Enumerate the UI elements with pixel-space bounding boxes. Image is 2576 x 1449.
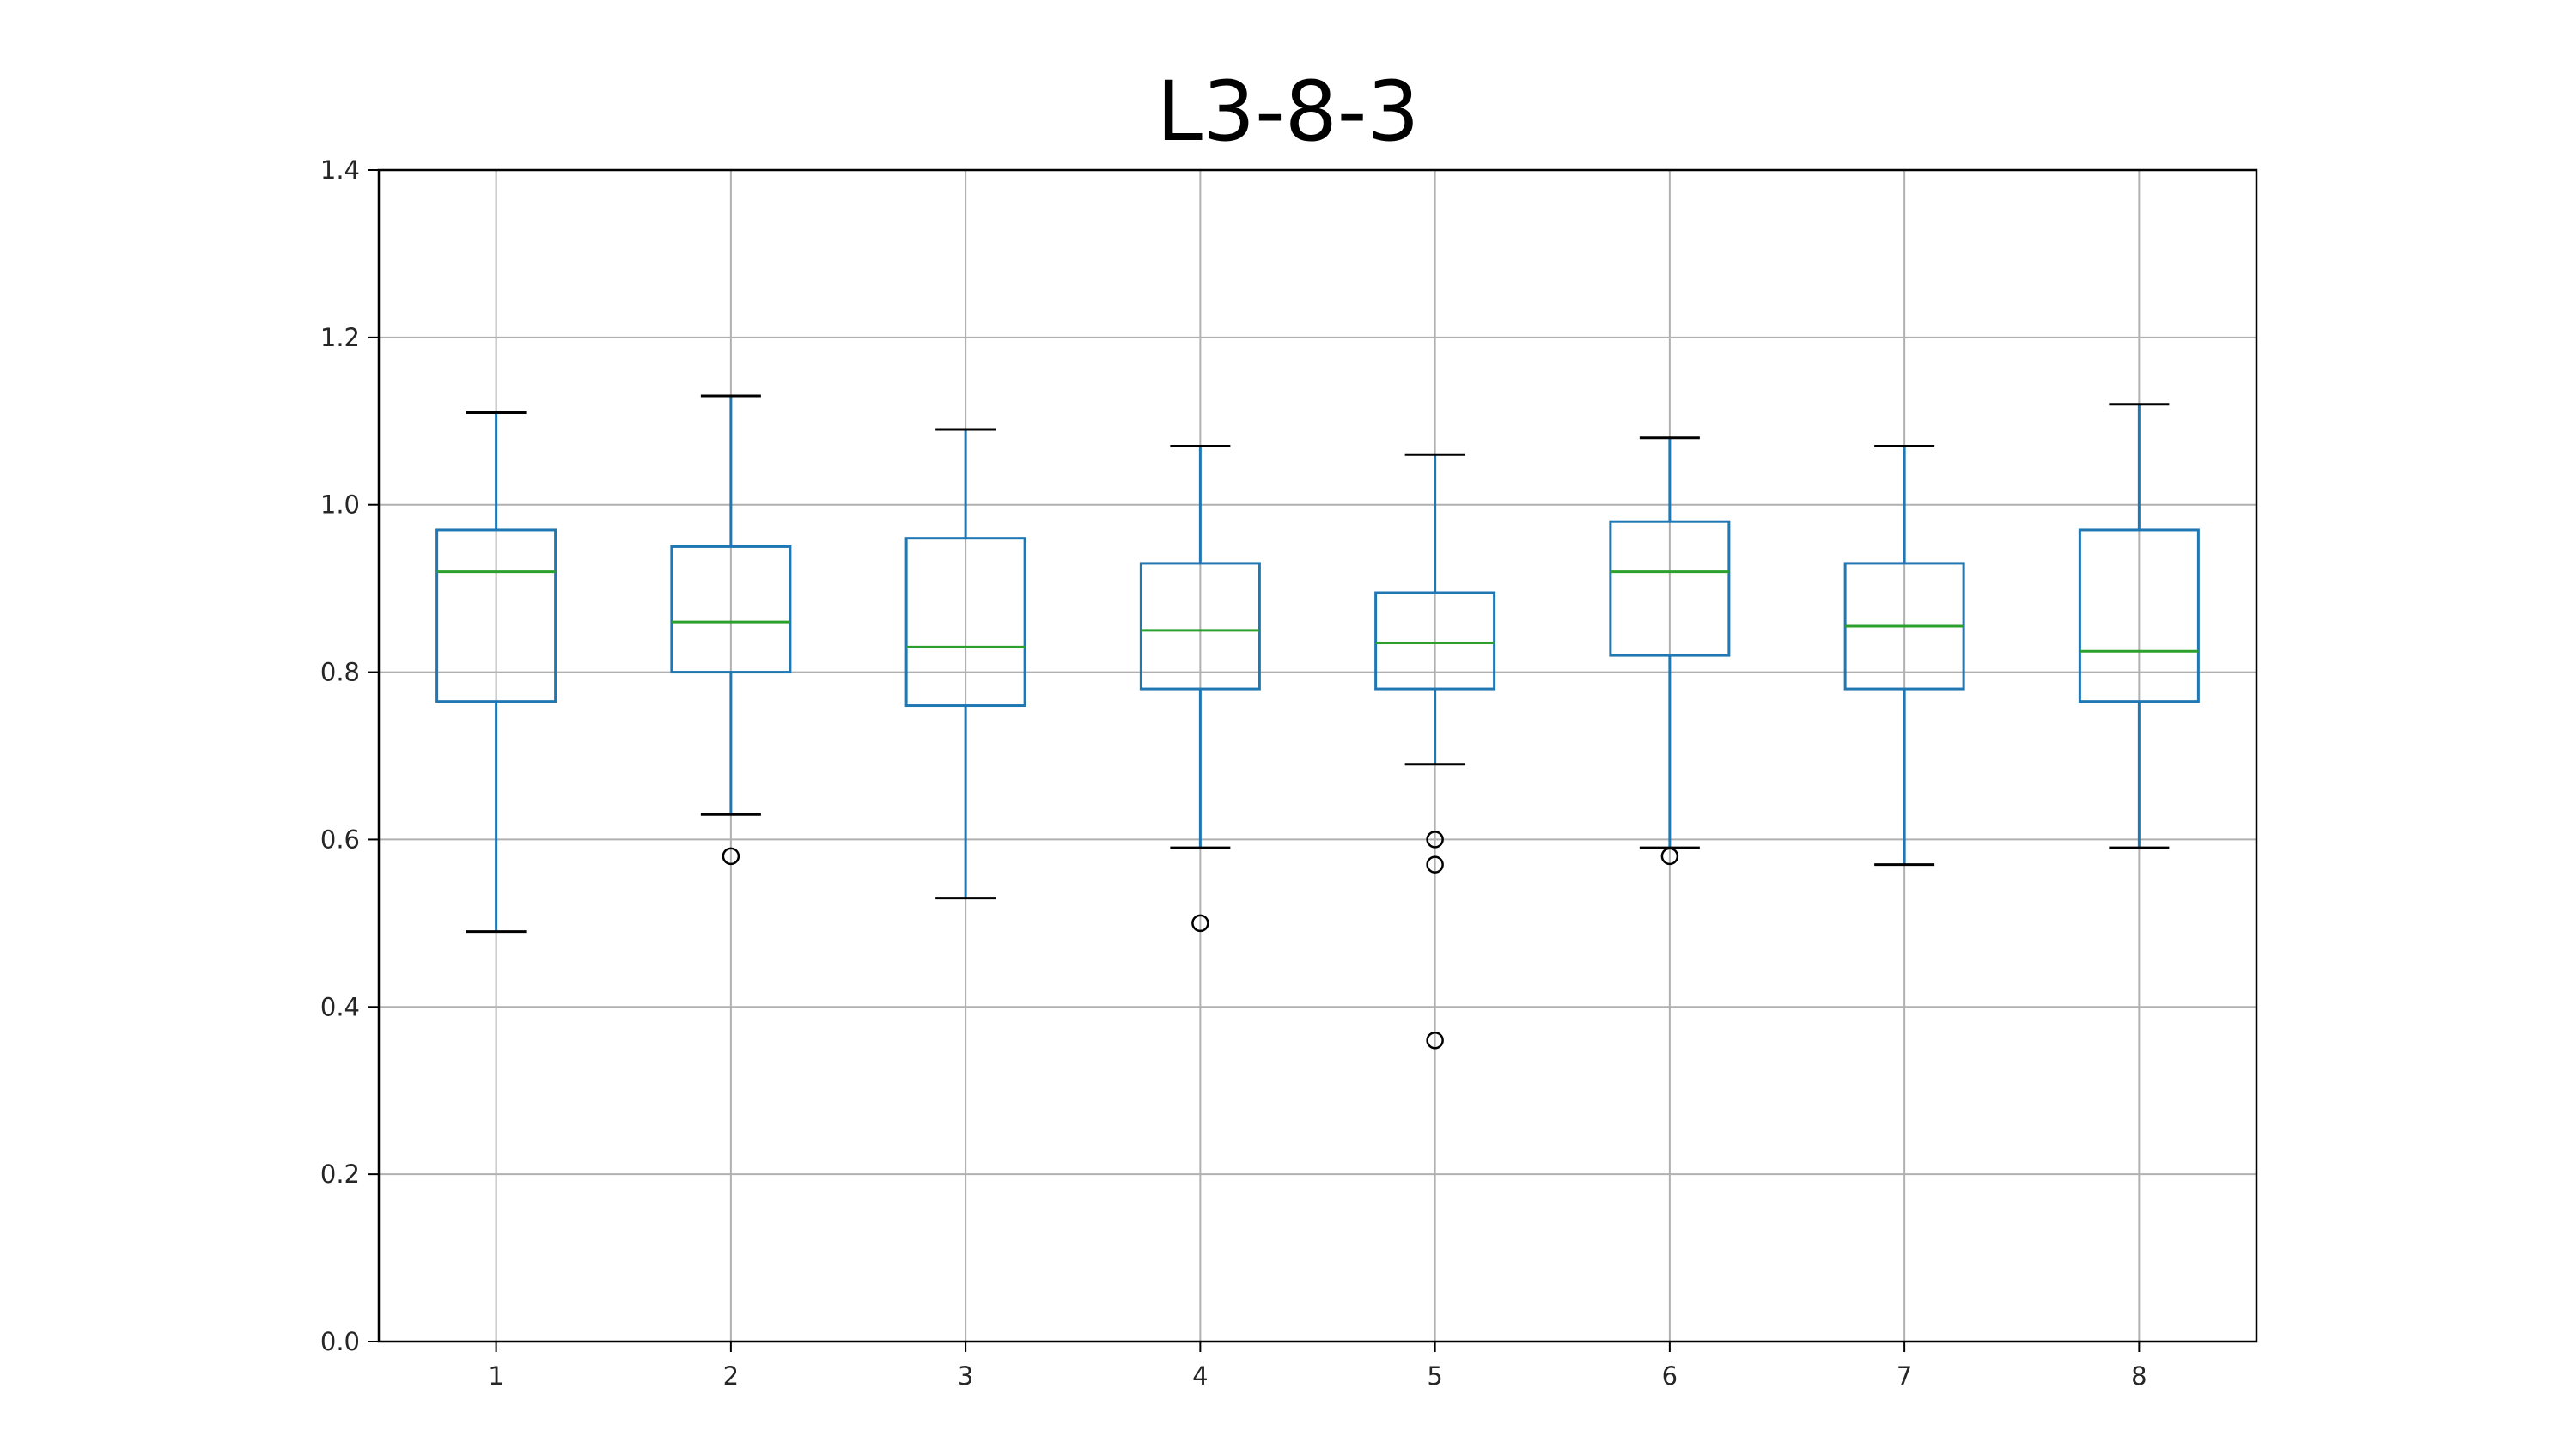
- x-tick-label: 8: [2131, 1361, 2147, 1391]
- y-tick-label: 0.0: [320, 1327, 360, 1356]
- box-4: [1139, 445, 1261, 933]
- x-tick-label: 4: [1192, 1361, 1208, 1391]
- y-tick-label: 0.2: [320, 1160, 360, 1189]
- box-3: [904, 428, 1026, 900]
- y-tick-label: 0.4: [320, 992, 360, 1021]
- y-tick-label: 1.4: [320, 155, 360, 185]
- box-7: [1843, 445, 1965, 867]
- y-tick-label: 0.6: [320, 825, 360, 854]
- box-2: [670, 394, 792, 866]
- x-tick-label: 5: [1427, 1361, 1442, 1391]
- box-6: [1609, 436, 1731, 866]
- chart-title: L3-8-3: [1156, 64, 1420, 160]
- axes: 0.0 0.2 0.4 0.6 0.8 1.0 1.2 1.4 1 2 3 4 5 6 7 8: [320, 155, 2258, 1391]
- box-iqr: [1609, 520, 1731, 657]
- box-iqr: [435, 528, 557, 703]
- axes-frame: [377, 168, 2258, 1343]
- box-iqr: [1374, 591, 1496, 691]
- box-iqr: [904, 537, 1026, 708]
- outlier-point: [1660, 847, 1679, 866]
- outlier-point: [1426, 1032, 1444, 1050]
- box-5: [1374, 453, 1496, 1050]
- x-tick-label: 7: [1897, 1361, 1912, 1391]
- x-tick-label: 2: [723, 1361, 739, 1391]
- y-tick-label: 1.2: [320, 323, 360, 352]
- box-1: [435, 411, 557, 934]
- box-8: [2078, 403, 2200, 849]
- outlier-point: [1426, 831, 1444, 849]
- box-series: [435, 394, 2200, 1050]
- outlier-point: [722, 847, 740, 866]
- x-tick-label: 3: [958, 1361, 973, 1391]
- outlier-point: [1191, 914, 1209, 933]
- y-tick-label: 1.0: [320, 490, 360, 520]
- outlier-point: [1426, 855, 1444, 874]
- box-iqr: [670, 545, 792, 674]
- box-iqr: [1139, 562, 1261, 691]
- grid-lines: [379, 169, 2256, 1342]
- x-tick-label: 1: [488, 1361, 503, 1391]
- box-iqr: [2078, 528, 2200, 703]
- y-tick-label: 0.8: [320, 658, 360, 687]
- x-tick-label: 6: [1662, 1361, 1678, 1391]
